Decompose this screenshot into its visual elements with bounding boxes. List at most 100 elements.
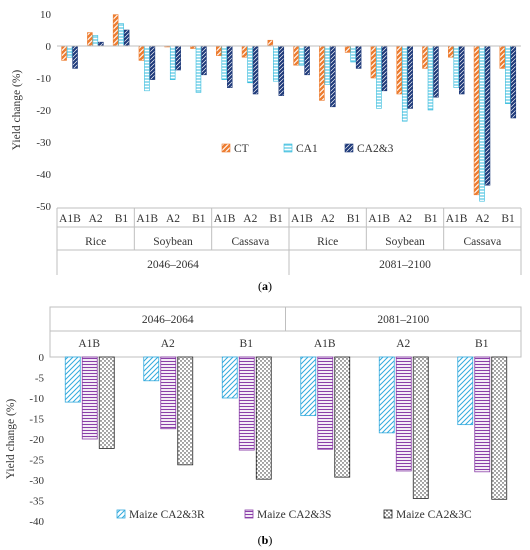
bar-ct (422, 45, 428, 69)
caption-letter: a (262, 279, 268, 293)
legend-swatch (221, 143, 231, 153)
bar-ca1 (427, 45, 434, 111)
bar-maize-ca2-3c (491, 356, 508, 500)
bar-ca1 (273, 45, 279, 82)
caption-paren: ( (258, 279, 262, 293)
bar-ct (319, 45, 325, 101)
bar-ca2-3 (381, 45, 388, 92)
y-tick-label: -20 (29, 434, 44, 446)
y-axis-title: Yield change (%) (11, 70, 23, 151)
legend-label: CA2&3 (357, 143, 394, 155)
period-label: 2046–2064 (147, 259, 199, 271)
y-tick-label: 0 (46, 41, 52, 53)
x-tick-label: A1B (291, 213, 313, 225)
x-tick-label: B1 (501, 213, 515, 225)
y-tick-label: -25 (29, 455, 44, 467)
bar-maize-ca2-3s (160, 356, 177, 430)
bar-ct (293, 45, 299, 66)
legend-label: CT (234, 143, 249, 155)
x-tick-label: B1 (475, 338, 489, 350)
bar-maize-ca2-3c (334, 356, 351, 478)
bar-maize-ca2-3c (412, 356, 429, 499)
legend-label: CA1 (296, 143, 318, 155)
bar-ct (499, 45, 506, 69)
bar-ca1 (505, 45, 511, 104)
x-tick-label: B1 (347, 213, 361, 225)
x-tick-label: A1B (314, 338, 336, 350)
bar-ca1 (350, 45, 356, 63)
x-tick-label: A2 (161, 338, 175, 350)
bar-maize-ca2-3r (221, 356, 238, 399)
legend-swatch (244, 509, 254, 519)
y-tick-label: 0 (39, 352, 45, 364)
bar-ca1 (247, 45, 253, 84)
bar-maize-ca2-3s (238, 356, 255, 451)
panel-caption-a: (a) (258, 279, 272, 293)
bar-ct (61, 45, 67, 61)
y-tick-label: -50 (36, 201, 51, 213)
bar-maize-ca2-3s (395, 356, 412, 472)
y-tick-label: -10 (36, 73, 51, 85)
y-tick-label: -20 (36, 105, 51, 117)
y-tick-label: -35 (29, 496, 44, 508)
legend-b: Maize CA2&3R Maize CA2&3S Maize CA2&3C (116, 509, 472, 521)
bar-maize-ca2-3r (457, 356, 474, 426)
crop-label: Rice (317, 236, 338, 248)
bar-maize-ca2-3r (378, 356, 395, 434)
y-axis-title: Yield change (%) (5, 399, 17, 480)
bar-ca2-3 (484, 45, 491, 186)
x-tick-label: A2 (396, 338, 410, 350)
x-tick-label: B1 (115, 213, 129, 225)
bar-ca2-3 (355, 45, 362, 69)
bar-ca1 (376, 45, 382, 109)
bar-ca1 (453, 45, 460, 88)
y-tick-label: -10 (29, 393, 44, 405)
crop-label: Cassava (231, 236, 269, 248)
bar-ca2-3 (433, 45, 439, 98)
x-tick-label: A2 (166, 213, 180, 225)
caption-paren: ) (268, 533, 272, 547)
bar-maize-ca2-3r (64, 356, 81, 403)
y-tick-label: 10 (40, 9, 52, 21)
legend-label: Maize CA2&3R (129, 509, 205, 521)
chart-panel-b: 2046–2064 2081–2100 A1B A2 B1 A1B A2 B1 -40 -35 -3… (5, 306, 522, 547)
bar-ct (216, 45, 222, 56)
bar-maize-ca2-3c (177, 356, 194, 466)
legend-swatch (283, 143, 293, 153)
bar-ca2-3 (227, 45, 233, 88)
bar-ct (344, 45, 351, 53)
bar-ca2-3 (252, 45, 259, 95)
bar-ca1 (144, 45, 150, 92)
bar-ca1 (66, 45, 73, 58)
period-label: 2046–2064 (142, 314, 194, 326)
bar-ca2-3 (330, 45, 336, 108)
x-tick-label: A2 (398, 213, 412, 225)
bar-ca2-3 (72, 45, 78, 69)
x-tick-label: A2 (89, 213, 103, 225)
bar-ca2-3 (98, 41, 104, 47)
y-tick-label: -5 (35, 373, 45, 385)
x-tick-label: B1 (424, 213, 438, 225)
bar-ct (112, 14, 119, 47)
bar-ca1 (195, 45, 202, 93)
bar-ca1 (479, 45, 485, 202)
y-tick-label: -40 (36, 169, 51, 181)
bar-ca1 (401, 45, 408, 122)
y-tick-label: -30 (29, 475, 44, 487)
bar-ct (473, 45, 480, 196)
bar-ct (396, 45, 402, 95)
x-tick-label: A2 (243, 213, 257, 225)
bar-ca1 (92, 35, 99, 47)
bar-maize-ca2-3s (474, 356, 491, 473)
period-label: 2081–2100 (379, 259, 431, 271)
bar-ca2-3 (201, 45, 207, 76)
caption-letter: b (262, 533, 269, 547)
x-tick-label: A1B (59, 213, 81, 225)
x-tick-label: A2 (475, 213, 489, 225)
bar-ca1 (118, 23, 124, 47)
crop-label: Soybean (385, 236, 425, 248)
bar-ct (448, 45, 454, 58)
bar-ca2-3 (304, 45, 310, 76)
x-tick-label: B1 (269, 213, 283, 225)
